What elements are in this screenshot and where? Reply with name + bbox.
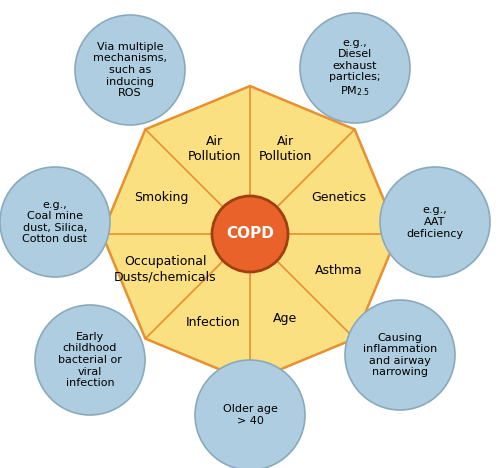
Circle shape (35, 305, 145, 415)
Text: Age: Age (273, 312, 297, 325)
Text: Occupational
Dusts/chemicals: Occupational Dusts/chemicals (114, 255, 216, 283)
Text: Early
childhood
bacterial or
viral
infection: Early childhood bacterial or viral infec… (58, 332, 122, 388)
Circle shape (75, 15, 185, 125)
Text: e.g.,
Coal mine
dust, Silica,
Cotton dust: e.g., Coal mine dust, Silica, Cotton dus… (22, 199, 88, 244)
Circle shape (380, 167, 490, 277)
Text: COPD: COPD (226, 227, 274, 241)
Text: Air
Pollution: Air Pollution (188, 135, 242, 163)
Text: e.g.,
AAT
deficiency: e.g., AAT deficiency (406, 205, 464, 239)
Circle shape (0, 167, 110, 277)
Text: Air
Pollution: Air Pollution (258, 135, 312, 163)
Polygon shape (102, 86, 398, 382)
Circle shape (212, 196, 288, 272)
Text: Asthma: Asthma (315, 264, 362, 278)
Circle shape (195, 360, 305, 468)
Text: e.g.,
Diesel
exhaust
particles;
PM$_{2.5}$: e.g., Diesel exhaust particles; PM$_{2.5… (329, 38, 381, 98)
Text: Smoking: Smoking (134, 190, 188, 204)
Text: Genetics: Genetics (312, 190, 366, 204)
Text: Causing
inflammation
and airway
narrowing: Causing inflammation and airway narrowin… (363, 333, 437, 377)
Circle shape (300, 13, 410, 123)
Circle shape (345, 300, 455, 410)
Text: Via multiple
mechanisms,
such as
inducing
ROS: Via multiple mechanisms, such as inducin… (93, 42, 167, 98)
Text: Older age
> 40: Older age > 40 (222, 404, 278, 426)
Text: Infection: Infection (186, 316, 240, 329)
